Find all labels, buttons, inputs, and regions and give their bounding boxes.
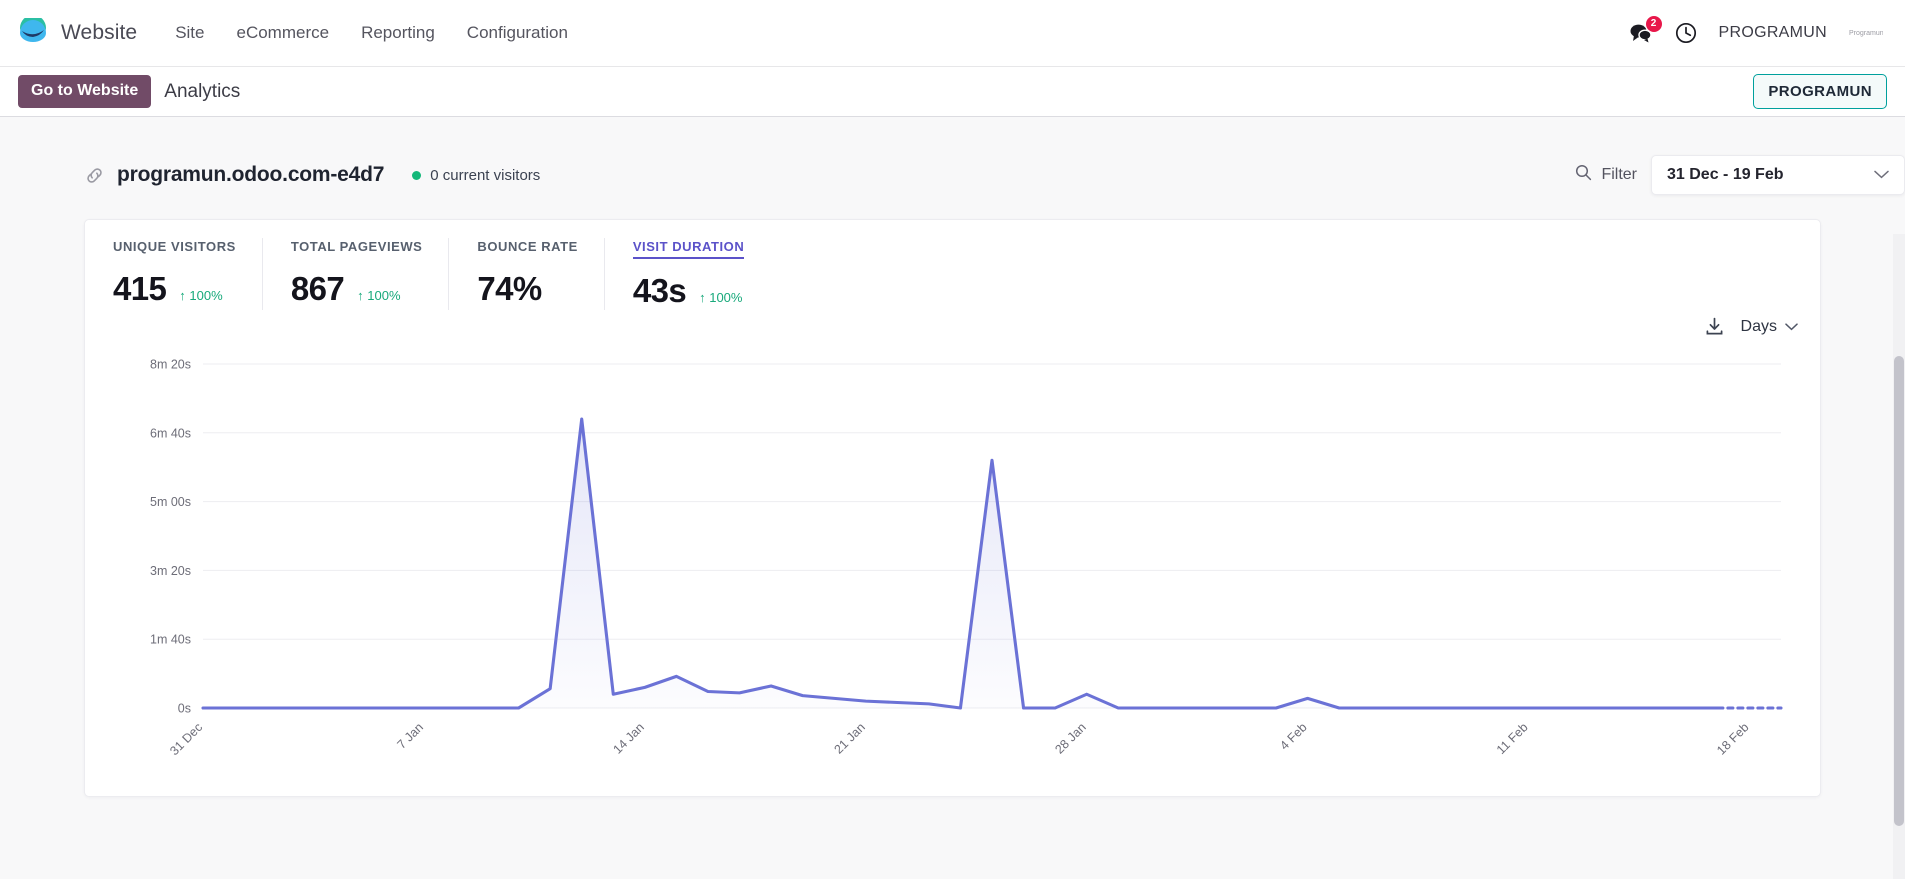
odoo-logo-icon[interactable]	[18, 18, 48, 48]
site-header-controls: Filter 31 Dec - 19 Feb	[1575, 155, 1905, 195]
x-axis-tick-label: 31 Dec	[167, 720, 205, 758]
x-axis-tick-label: 7 Jan	[395, 720, 427, 752]
kpi-value-bounce-rate: 74%	[477, 270, 542, 307]
link-icon	[84, 165, 105, 186]
x-axis-tick-label: 21 Jan	[831, 720, 867, 756]
kpi-bounce-rate[interactable]: BOUNCE RATE 74%	[449, 238, 605, 310]
kpi-value-visit-duration: 43s	[632, 272, 687, 309]
kpi-value-row: 867 ↑ 100%	[291, 270, 423, 308]
kpi-unique-visitors[interactable]: UNIQUE VISITORS 415 ↑ 100%	[85, 238, 263, 310]
filter-label: Filter	[1601, 166, 1637, 183]
chart-toolbar: Days	[1704, 316, 1798, 337]
menu-item-configuration[interactable]: Configuration	[466, 23, 568, 42]
trend-up-icon: ↑	[357, 288, 364, 303]
kpi-value-total-pageviews: 867	[290, 270, 345, 307]
chevron-down-icon	[1785, 318, 1798, 336]
kpi-trend-total-pageviews: ↑ 100%	[357, 288, 400, 303]
x-axis-tick-label: 14 Jan	[611, 720, 647, 756]
activities-clock-button[interactable]	[1675, 22, 1697, 44]
date-range-select[interactable]: 31 Dec - 19 Feb	[1651, 155, 1905, 195]
menu-item-reporting[interactable]: Reporting	[361, 23, 435, 42]
company-switcher-button[interactable]: PROGRAMUN	[1753, 74, 1887, 109]
kpi-trend-value: 100%	[367, 288, 401, 303]
page-body: programun.odoo.com-e4d7 0 current visito…	[0, 117, 1905, 879]
menu-item-ecommerce[interactable]: eCommerce	[236, 23, 330, 42]
breadcrumb: Analytics	[164, 80, 241, 102]
x-axis-tick-label: 4 Feb	[1277, 720, 1310, 753]
site-header-row: programun.odoo.com-e4d7 0 current visito…	[0, 117, 1905, 219]
y-axis-tick-label: 1m 40s	[150, 633, 191, 647]
granularity-select[interactable]: Days	[1741, 318, 1798, 336]
y-axis-tick-label: 3m 20s	[150, 564, 191, 578]
messages-button[interactable]: 2	[1629, 16, 1662, 43]
top-navbar: Website Site eCommerce Reporting Configu…	[0, 0, 1905, 67]
visit-duration-chart[interactable]: 0s 1m 40s 3m 20s 5m 00s 6m 40s 8m 20s 31 Dec 7 …	[85, 350, 1820, 796]
control-bar: Go to Website Analytics PROGRAMUN	[0, 67, 1905, 117]
main-menu: Site eCommerce Reporting Configuration	[173, 19, 570, 47]
kpi-strip: UNIQUE VISITORS 415 ↑ 100% TOTAL PAGEVIE…	[85, 220, 1820, 320]
live-dot-icon	[412, 170, 422, 180]
kpi-trend-unique-visitors: ↑ 100%	[179, 288, 222, 303]
search-icon	[1575, 164, 1592, 186]
kpi-title-total-pageviews[interactable]: TOTAL PAGEVIEWS	[290, 239, 423, 254]
chevron-down-icon	[1874, 166, 1889, 184]
kpi-title-visit-duration[interactable]: VISIT DURATION	[632, 239, 745, 259]
messages-badge: 2	[1645, 16, 1662, 32]
download-icon[interactable]	[1704, 316, 1725, 337]
go-to-website-button[interactable]: Go to Website	[18, 75, 152, 108]
brand-name: Website	[61, 21, 138, 44]
kpi-title-bounce-rate[interactable]: BOUNCE RATE	[477, 239, 578, 254]
date-range-value: 31 Dec - 19 Feb	[1667, 166, 1784, 183]
page-scrollbar-thumb[interactable]	[1894, 356, 1904, 826]
x-axis-tick-label: 28 Jan	[1052, 720, 1088, 756]
x-axis-tick-label: 18 Feb	[1714, 720, 1751, 757]
kpi-trend-visit-duration: ↑ 100%	[699, 290, 742, 305]
analytics-card: UNIQUE VISITORS 415 ↑ 100% TOTAL PAGEVIE…	[84, 219, 1821, 797]
y-axis-tick-label: 0s	[178, 702, 191, 716]
y-axis-tick-label: 6m 40s	[150, 426, 191, 440]
menu-item-site[interactable]: Site	[175, 23, 205, 42]
kpi-value-row: 74%	[477, 270, 577, 308]
kpi-value-row: 415 ↑ 100%	[113, 270, 236, 308]
current-visitors-chip: 0 current visitors	[412, 167, 540, 184]
page-scrollbar-track[interactable]	[1893, 234, 1905, 879]
y-axis-tick-label: 8m 20s	[150, 358, 191, 372]
kpi-trend-value: 100%	[709, 290, 743, 305]
granularity-value: Days	[1740, 317, 1777, 335]
kpi-total-pageviews[interactable]: TOTAL PAGEVIEWS 867 ↑ 100%	[263, 238, 450, 310]
avatar[interactable]: Programun	[1849, 29, 1883, 37]
trend-up-icon: ↑	[699, 290, 706, 305]
kpi-value-row: 43s ↑ 100%	[633, 272, 744, 310]
user-menu[interactable]: PROGRAMUN	[1718, 24, 1827, 41]
kpi-visit-duration[interactable]: VISIT DURATION 43s ↑ 100%	[605, 238, 770, 310]
y-axis-tick-label: 5m 00s	[150, 495, 191, 509]
site-url[interactable]: programun.odoo.com-e4d7	[117, 163, 385, 186]
filter-button[interactable]: Filter	[1575, 164, 1637, 186]
trend-up-icon: ↑	[179, 288, 186, 303]
x-axis-tick-label: 11 Feb	[1494, 720, 1531, 757]
navbar-right-group: 2 PROGRAMUN Programun	[1629, 16, 1887, 44]
current-visitors-label: 0 current visitors	[430, 166, 541, 184]
chart-line-series[interactable]	[201, 417, 1720, 710]
kpi-title-unique-visitors[interactable]: UNIQUE VISITORS	[113, 239, 236, 254]
kpi-value-unique-visitors: 415	[113, 270, 167, 307]
brand-block[interactable]: Website	[18, 18, 137, 48]
kpi-trend-value: 100%	[189, 288, 223, 303]
chart-area-fill	[203, 419, 1718, 708]
chart-canvas[interactable]: 0s 1m 40s 3m 20s 5m 00s 6m 40s 8m 20s 31 Dec 7 …	[85, 350, 1803, 797]
